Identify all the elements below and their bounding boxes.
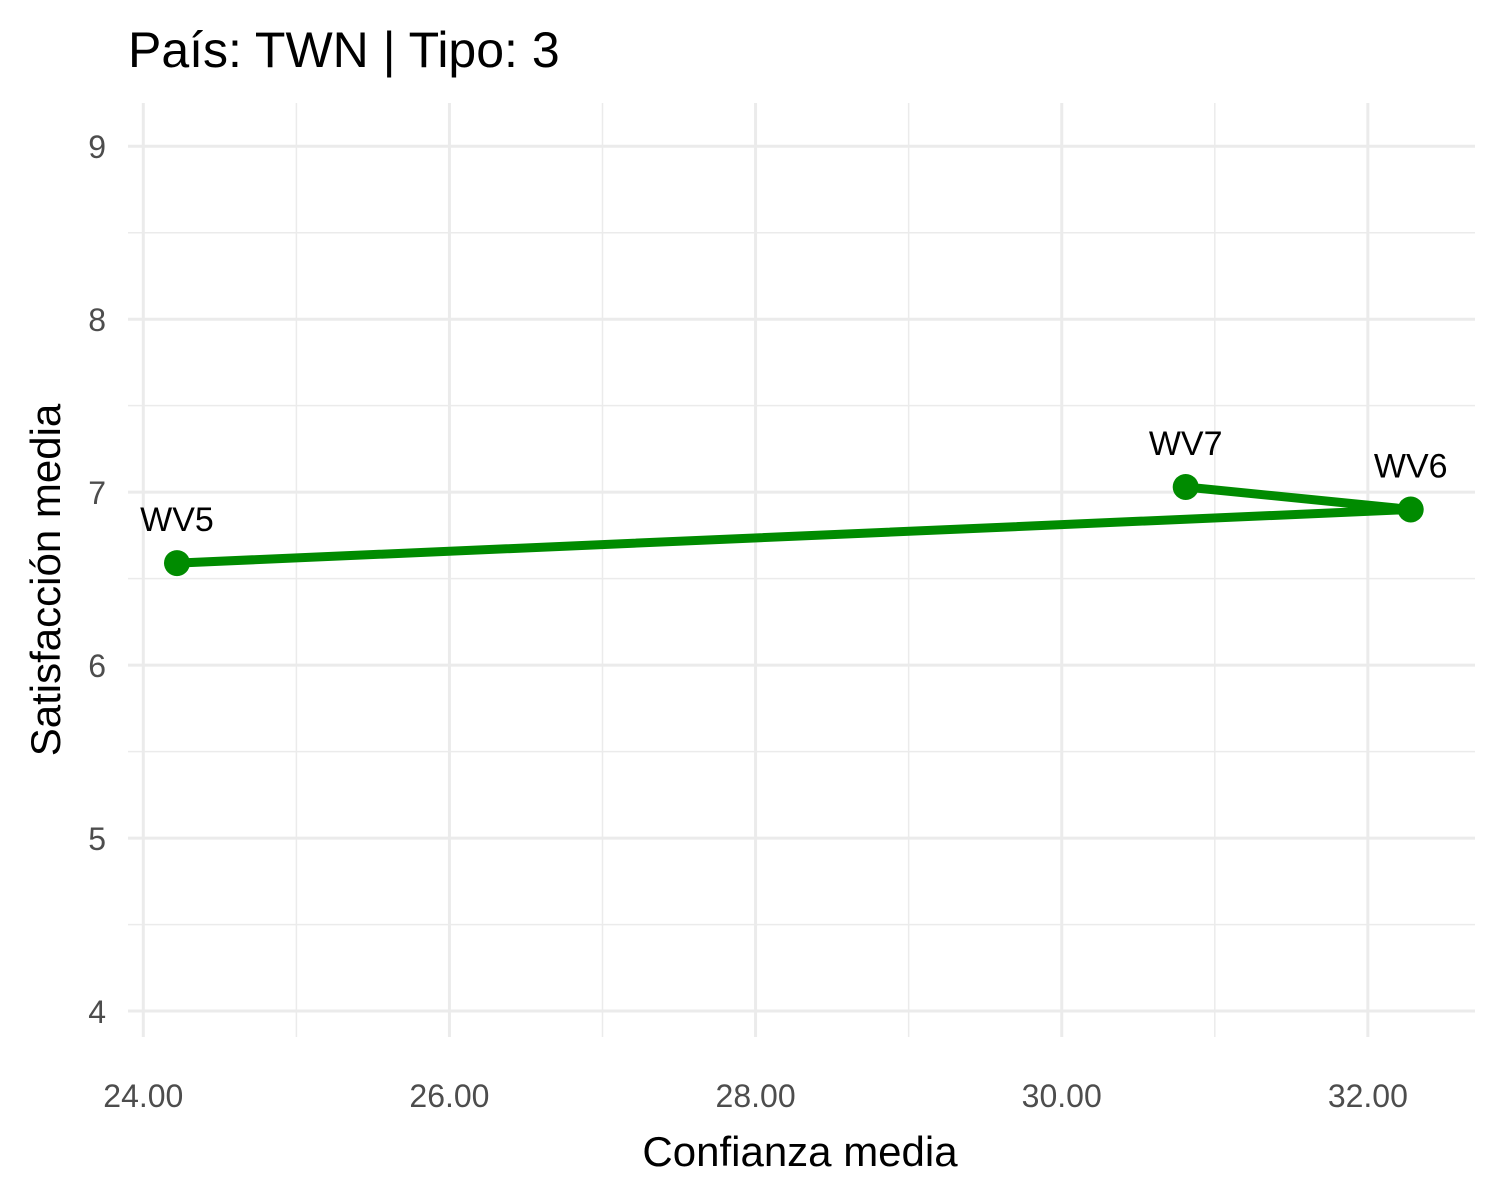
x-tick-label: 32.00	[1328, 1078, 1408, 1114]
data-point-wv5	[163, 550, 190, 577]
y-tick-label: 4	[88, 994, 106, 1030]
y-axis-title: Satisfacción media	[22, 403, 69, 756]
data-point-wv6	[1397, 496, 1424, 523]
x-tick-label: 28.00	[716, 1078, 796, 1114]
data-label-wv6: WV6	[1374, 447, 1448, 485]
series-layer: WV5 WV6 WV7	[140, 425, 1448, 577]
y-tick-label: 7	[88, 475, 106, 511]
x-tick-label: 24.00	[103, 1078, 183, 1114]
data-label-wv5: WV5	[140, 501, 214, 539]
series-line	[172, 482, 1416, 568]
chart-title: País: TWN | Tipo: 3	[128, 22, 560, 78]
data-point-wv7	[1172, 473, 1199, 500]
x-axis-ticks: 24.00 26.00 28.00 30.00 32.00	[103, 1078, 1408, 1114]
y-tick-label: 9	[88, 129, 106, 165]
grid	[128, 103, 1475, 1037]
y-tick-label: 5	[88, 821, 106, 857]
y-tick-label: 8	[88, 302, 106, 338]
x-axis-title: Confianza media	[642, 1128, 958, 1175]
y-axis-ticks: 4 5 6 7 8 9	[88, 129, 106, 1030]
data-label-wv7: WV7	[1149, 425, 1223, 463]
x-tick-label: 30.00	[1022, 1078, 1102, 1114]
x-tick-label: 26.00	[409, 1078, 489, 1114]
y-tick-label: 6	[88, 648, 106, 684]
